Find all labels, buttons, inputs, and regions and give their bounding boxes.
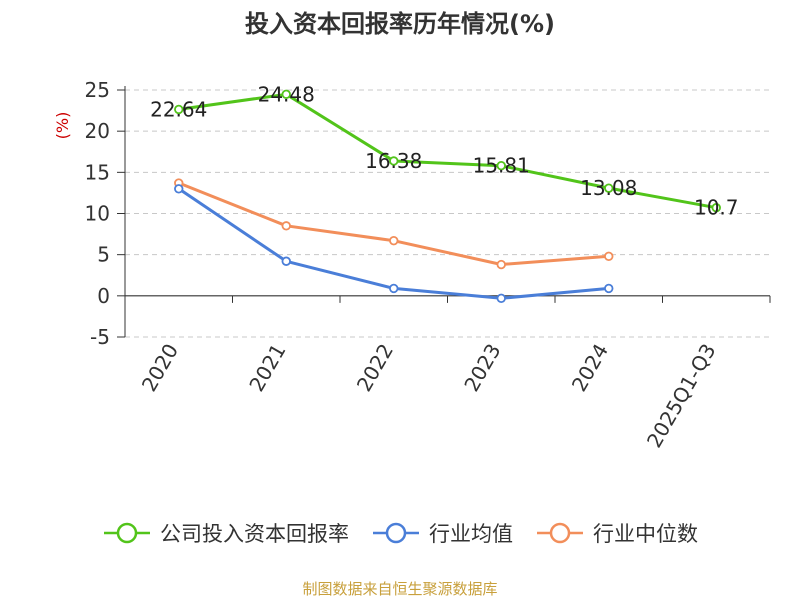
data-point [604, 183, 614, 193]
data-point [496, 160, 506, 171]
data-point [389, 235, 399, 246]
data-point [389, 156, 399, 166]
data-label: 13.08 [580, 176, 637, 200]
legend-item-industry-mean[interactable]: 行业均值 [371, 518, 513, 548]
y-axis-label: (%) [53, 112, 72, 140]
legend-swatch-company [104, 522, 150, 544]
data-point [711, 203, 721, 213]
x-tick-label: 2020 [137, 340, 183, 396]
data-point [281, 89, 291, 99]
legend-swatch-industry-mean [373, 522, 419, 544]
x-tick-label: 2025Q1-Q3 [642, 340, 721, 452]
legend-label-company: 公司投入资本回报率 [160, 522, 349, 546]
data-point [496, 259, 506, 270]
y-tick-label: -5 [90, 325, 110, 349]
y-tick-label: 15 [85, 160, 110, 184]
legend-swatch-industry-median [537, 522, 583, 544]
series-line [178, 92, 717, 210]
data-label: 15.81 [473, 154, 530, 178]
data-point [604, 283, 614, 294]
series-line [178, 181, 609, 266]
data-point [281, 221, 291, 231]
y-tick-label: 0 [97, 284, 110, 308]
y-tick-label: 10 [85, 202, 110, 226]
data-point [496, 293, 506, 304]
chart-title: 投入资本回报率历年情况(%) [245, 10, 555, 38]
legend-item-company[interactable]: 公司投入资本回报率 [102, 518, 349, 548]
x-tick-label: 2021 [244, 340, 290, 396]
data-point [174, 104, 184, 115]
data-point [174, 184, 184, 194]
data-source-note: 制图数据来自恒生聚源数据库 [302, 580, 498, 598]
legend-label-industry-median: 行业中位数 [593, 522, 698, 546]
y-tick-label: 5 [97, 243, 110, 267]
data-label: 24.48 [258, 82, 315, 106]
data-label: 16.38 [365, 149, 422, 173]
x-tick-label: 2023 [459, 340, 505, 396]
data-label: 22.64 [150, 97, 207, 121]
y-tick-label: 25 [85, 78, 110, 102]
data-point [389, 283, 399, 294]
data-point [604, 251, 614, 262]
data-point [281, 256, 291, 266]
data-label: 10.7 [694, 196, 739, 220]
legend-label-industry-mean: 行业均值 [429, 522, 513, 546]
y-tick-label: 20 [85, 119, 110, 143]
legend: 公司投入资本回报率 行业均值 行业中位数 [0, 518, 800, 548]
legend-item-industry-median[interactable]: 行业中位数 [535, 518, 698, 548]
x-tick-label: 2022 [352, 340, 398, 396]
x-tick-label: 2024 [567, 340, 613, 396]
